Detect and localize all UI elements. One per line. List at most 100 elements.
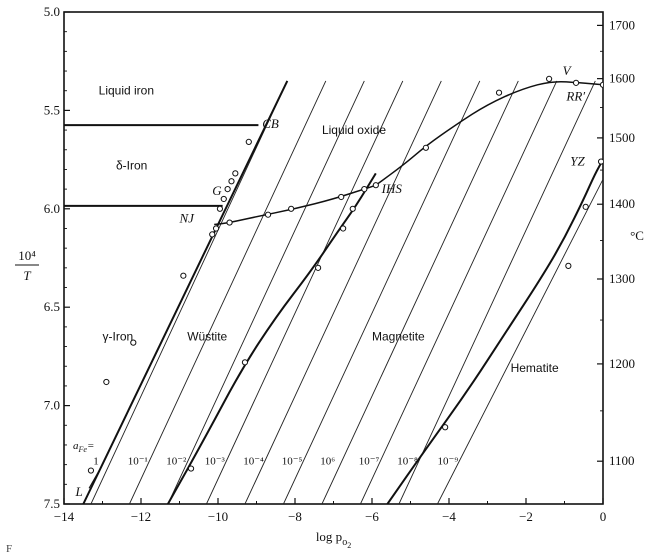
- data-point-6: [212, 225, 220, 232]
- point-label-0: CB: [262, 116, 279, 131]
- activity-prefix-sub: Fe: [78, 445, 88, 454]
- activity-line-8: [398, 80, 596, 504]
- y-right-tick-label-4: 1300: [609, 271, 635, 286]
- x-axis-title-sub: o: [342, 537, 347, 548]
- y-tick-label-2: 6.0: [44, 201, 60, 216]
- region-label-6: Hematite: [511, 361, 559, 375]
- data-point-28: [442, 424, 449, 431]
- point-label-4: V: [563, 63, 573, 78]
- y-right-tick-label-6: 1100: [609, 453, 635, 468]
- y-tick-label-1: 5.5: [44, 102, 60, 117]
- activity-prefix-eq: =: [87, 440, 94, 452]
- y-right-tick-label-1: 1600: [609, 71, 635, 86]
- activity-prefix: aFe=: [73, 440, 94, 454]
- activity-label-7: 10⁻⁷: [359, 456, 380, 468]
- boundary-liquid-oxide-lower: [214, 184, 377, 226]
- data-point-17: [372, 182, 379, 189]
- x-tick-label-1: −12: [131, 509, 151, 524]
- x-tick-label-7: 0: [600, 509, 607, 524]
- boundary-iron-wustite: [82, 80, 289, 504]
- x-tick-label-4: −6: [365, 509, 379, 524]
- activity-label-5: 10⁻⁵: [282, 456, 303, 468]
- y-right-tick-label-3: 1400: [609, 196, 635, 211]
- activity-label-9: 10⁻⁹: [438, 456, 459, 468]
- data-point-21: [572, 79, 580, 86]
- activity-label-0: 1: [93, 456, 99, 468]
- region-label-2: Liquid oxide: [322, 123, 386, 137]
- activity-label-1: 10⁻¹: [128, 456, 148, 468]
- x-axis-title: log po2: [316, 529, 351, 550]
- region-label-3: γ-Iron: [103, 330, 134, 344]
- data-point-9: [130, 339, 137, 346]
- data-point-27: [187, 465, 195, 472]
- data-point-5: [216, 205, 224, 212]
- y-axis-title-denominator: T: [23, 268, 31, 283]
- x-axis-title-subsub: 2: [347, 541, 351, 550]
- activity-prefix-a: a: [73, 440, 79, 452]
- data-point-22: [599, 81, 603, 88]
- y-tick-label-5: 7.5: [44, 496, 60, 511]
- y-right-axis-title: °C: [630, 228, 644, 243]
- boundary-wustite-magnetite: [167, 172, 377, 504]
- data-point-30: [582, 203, 589, 210]
- data-point-18: [422, 144, 429, 151]
- data-point-26: [241, 359, 249, 366]
- boundary-liquid-oxide-upper: [375, 80, 603, 186]
- activity-line-3: [206, 80, 404, 504]
- y-axis-title-numerator: 10⁴: [18, 248, 36, 263]
- figure-caption: F: [6, 543, 12, 555]
- x-tick-label-3: −8: [288, 509, 302, 524]
- data-point-19: [495, 89, 503, 96]
- point-label-2: NJ: [179, 211, 196, 226]
- region-label-0: Liquid iron: [99, 84, 154, 98]
- x-tick-label-2: −10: [208, 509, 228, 524]
- point-label-1: G: [212, 183, 222, 198]
- data-point-14: [288, 205, 295, 212]
- activity-label-8: 10⁻⁸: [397, 456, 418, 468]
- y-tick-label-4: 7.0: [44, 398, 60, 413]
- point-label-7: L: [75, 484, 83, 499]
- data-point-25: [315, 264, 322, 271]
- activity-line-1: [129, 80, 327, 504]
- y-right-tick-label-0: 1700: [609, 17, 635, 32]
- y-tick-label-0: 5.0: [44, 4, 60, 19]
- data-point-23: [349, 205, 356, 212]
- data-point-13: [264, 211, 272, 218]
- data-point-12: [226, 219, 233, 226]
- region-label-5: Magnetite: [372, 330, 425, 344]
- boundary-magnetite-hematite: [386, 159, 603, 504]
- data-point-31: [597, 158, 603, 165]
- activity-label-6: 10⁶: [320, 456, 335, 468]
- activity-label-3: 10⁻³: [205, 456, 226, 468]
- data-point-15: [338, 193, 345, 201]
- data-point-29: [565, 262, 572, 269]
- data-point-10: [103, 378, 110, 386]
- data-point-16: [361, 186, 368, 193]
- activity-line-5: [283, 80, 481, 504]
- activity-line-6: [321, 80, 519, 504]
- x-tick-label-5: −4: [442, 509, 456, 524]
- data-point-4: [220, 195, 227, 203]
- data-point-3: [224, 186, 231, 193]
- activity-line-9: [437, 179, 603, 504]
- x-tick-label-0: −14: [54, 509, 75, 524]
- point-L-arrow: [88, 464, 103, 489]
- x-tick-label-6: −2: [519, 509, 533, 524]
- point-label-5: RR′: [565, 89, 585, 104]
- data-point-2: [228, 178, 235, 185]
- y-right-tick-label-2: 1500: [609, 130, 635, 145]
- activity-line-2: [167, 80, 365, 504]
- data-point-0: [245, 138, 252, 145]
- activity-label-2: 10⁻²: [166, 456, 187, 468]
- activity-line-0: [90, 80, 288, 504]
- y-tick-label-3: 6.5: [44, 299, 60, 314]
- data-point-11: [87, 467, 95, 474]
- data-point-8: [180, 272, 187, 279]
- y-right-tick-label-5: 1200: [609, 356, 635, 371]
- region-label-4: Wüstite: [187, 330, 227, 344]
- point-label-6: YZ: [570, 154, 585, 169]
- data-point-20: [546, 75, 553, 83]
- activity-label-4: 10⁻⁴: [243, 456, 264, 468]
- data-point-1: [232, 170, 239, 177]
